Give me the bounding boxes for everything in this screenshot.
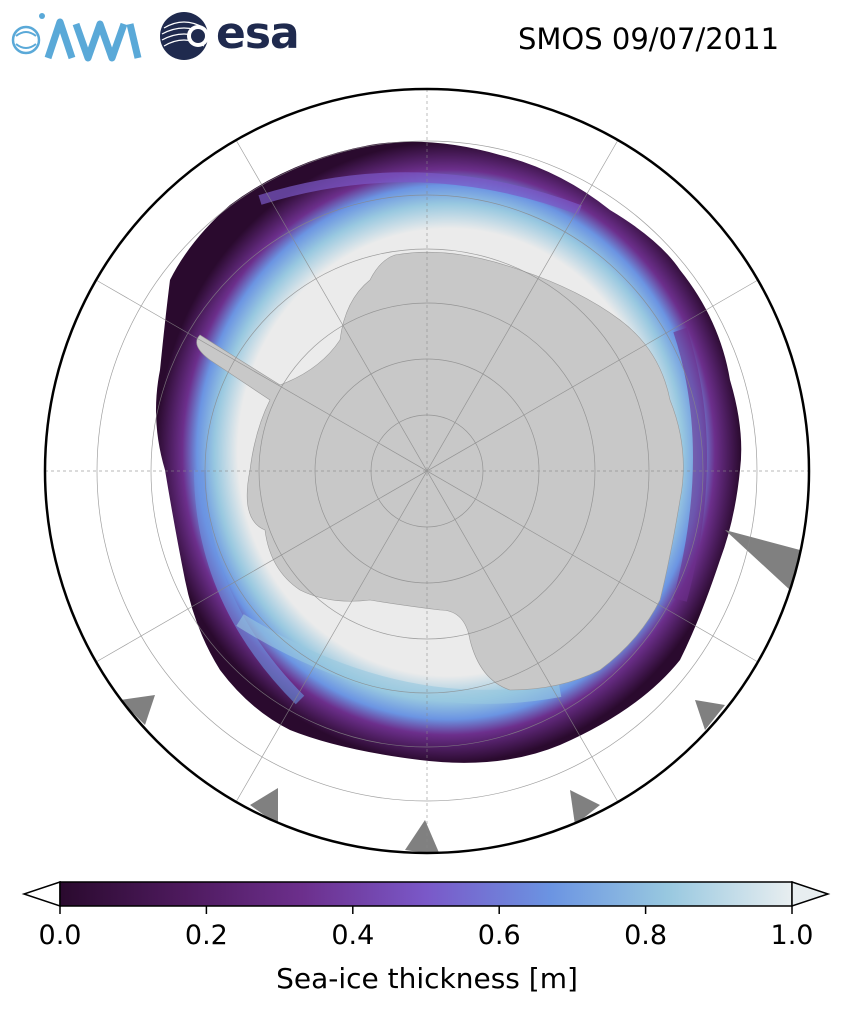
antarctic-sea-ice-map <box>43 87 811 855</box>
colorbar <box>21 880 831 914</box>
antarctica-landmass <box>196 251 684 691</box>
missing-data-wedge <box>250 788 278 825</box>
colorbar-max-extend <box>791 880 831 908</box>
colorbar-tick-label: 0.8 <box>624 920 668 951</box>
missing-data-wedge <box>570 790 600 825</box>
esa-logo <box>160 12 209 60</box>
colorbar-tick-label: 1.0 <box>770 920 814 951</box>
awi-logo <box>11 13 142 62</box>
missing-data-wedge <box>695 700 725 730</box>
colorbar-title: Sea-ice thickness [m] <box>276 962 578 995</box>
colorbar-tick-label: 0.0 <box>38 920 82 951</box>
colorbar-tick-labels: 0.0 0.2 0.4 0.6 0.8 1.0 <box>0 920 854 960</box>
esa-logo-text: esa <box>216 8 300 59</box>
colorbar-tick-label: 0.4 <box>331 920 375 951</box>
colorbar-tick-label: 0.2 <box>184 920 228 951</box>
missing-data-wedge <box>725 530 800 590</box>
colorbar-tick-label: 0.6 <box>477 920 521 951</box>
colorbar-min-extend <box>21 880 61 908</box>
missing-data-wedge <box>120 695 155 725</box>
map-boundary <box>43 87 811 855</box>
map-title: SMOS 09/07/2011 <box>518 22 780 56</box>
colorbar-gradient <box>59 881 793 907</box>
graticule <box>45 89 809 853</box>
missing-data-wedge <box>405 820 440 853</box>
